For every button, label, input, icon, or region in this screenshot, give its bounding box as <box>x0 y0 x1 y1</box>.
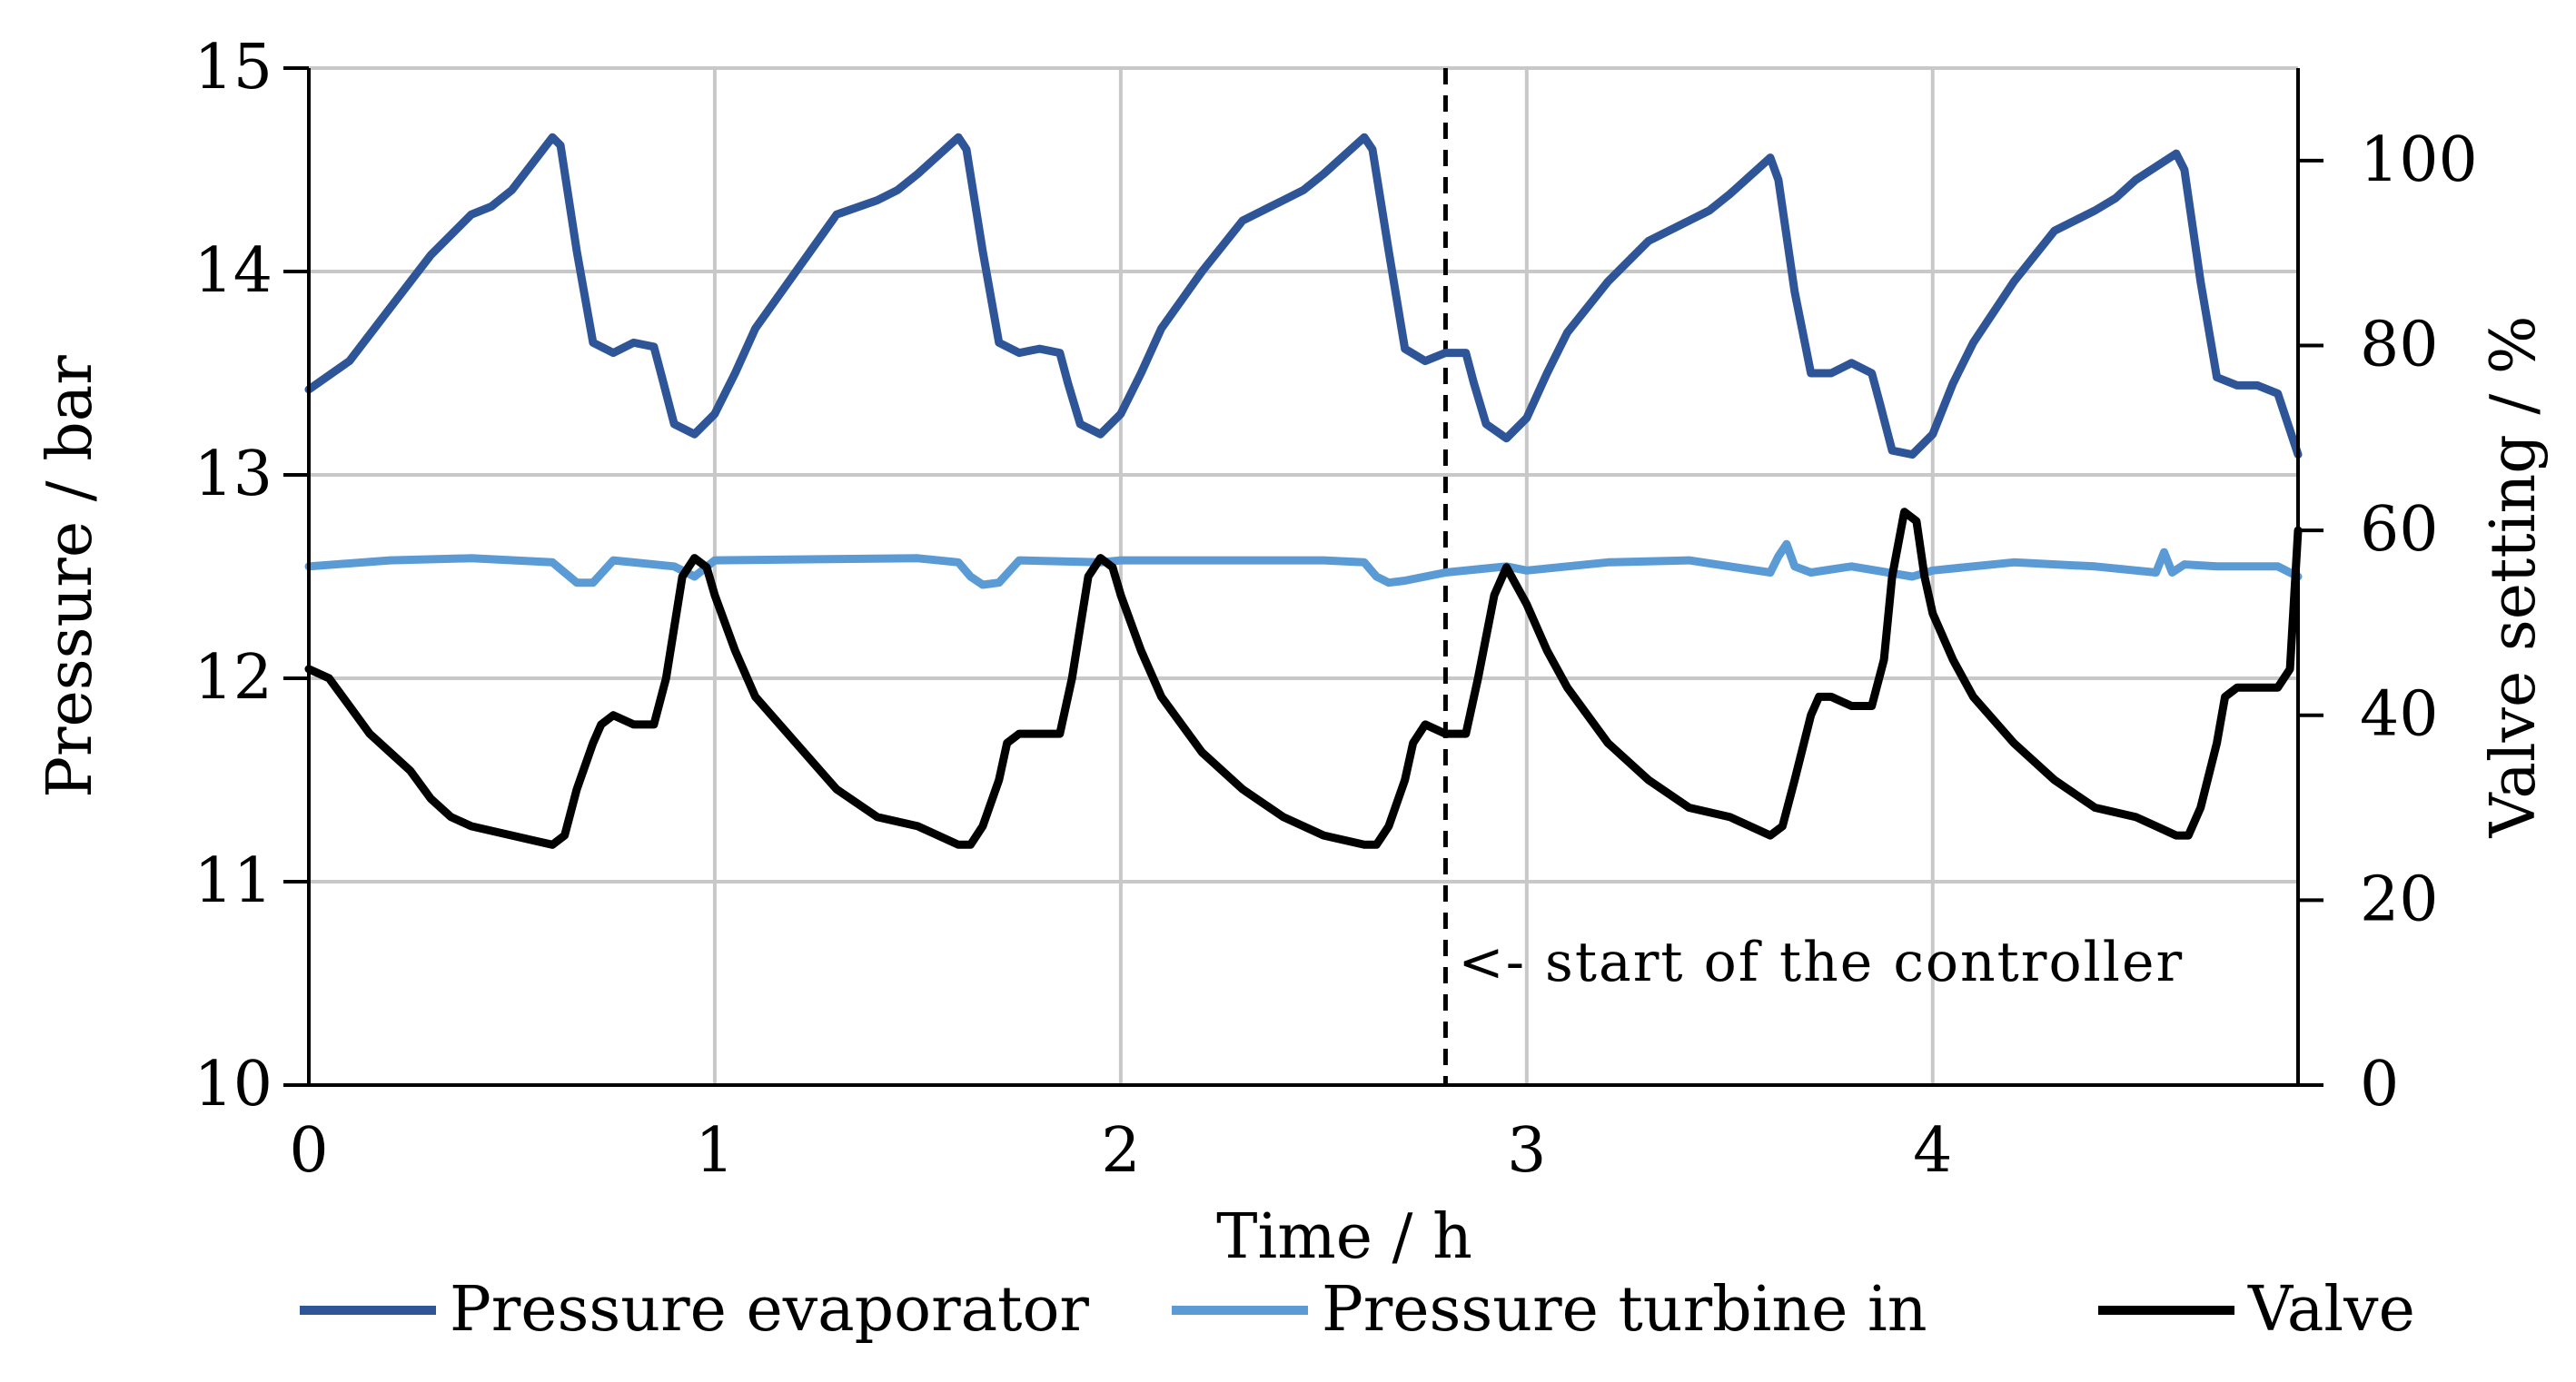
y2-tick-label: 100 <box>2360 124 2478 196</box>
y-tick-label: 12 <box>193 642 272 714</box>
x-tick-label: 1 <box>695 1115 734 1187</box>
y2-tick-label: 0 <box>2360 1049 2399 1120</box>
y-tick-label: 10 <box>193 1049 272 1120</box>
y-tick-label: 15 <box>193 32 272 104</box>
y-tick-label: 13 <box>193 439 272 510</box>
y2-tick-label: 60 <box>2360 494 2439 566</box>
y-axis-title: Pressure / bar <box>35 355 106 798</box>
x-tick-label: 0 <box>289 1115 328 1187</box>
legend-label-pressure-evaporator: Pressure evaporator <box>450 1274 1089 1346</box>
pressure-evaporator-line <box>304 133 2303 459</box>
y2-axis-title: Valve setting / % <box>2478 315 2550 838</box>
y2-tick-label: 40 <box>2360 679 2439 751</box>
valve-line <box>304 508 2303 849</box>
y2-tick-label: 80 <box>2360 309 2439 380</box>
grid-lines <box>309 66 2298 1087</box>
x-tick-label: 4 <box>1913 1115 1952 1187</box>
pressure-turbine-in-line <box>304 539 2303 589</box>
x-tick-label: 2 <box>1101 1115 1140 1187</box>
y-tick-label: 14 <box>193 235 272 307</box>
axes-group <box>283 66 2323 1087</box>
series-group <box>304 133 2303 849</box>
controller-start-annotation: <- start of the controller <box>1458 931 2184 994</box>
legend: Pressure evaporator Pressure turbine in … <box>300 1274 2415 1346</box>
y2-tick-label: 20 <box>2360 864 2439 935</box>
legend-label-pressure-turbine-in: Pressure turbine in <box>1322 1274 1927 1346</box>
legend-label-valve: Valve <box>2247 1274 2415 1346</box>
x-tick-label: 3 <box>1507 1115 1546 1187</box>
y-tick-label: 11 <box>193 845 272 917</box>
x-axis-title: Time / h <box>1216 1201 1472 1273</box>
